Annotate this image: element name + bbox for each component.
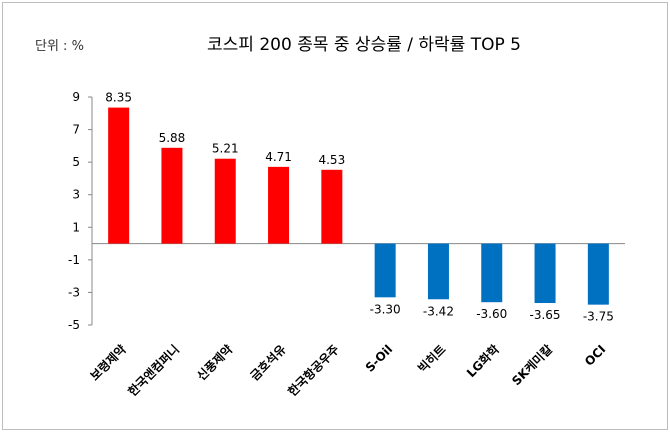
y-tick-label: 1 xyxy=(72,220,80,234)
bar xyxy=(268,166,290,244)
x-tick-label: SK케미칼 xyxy=(508,342,555,389)
y-tick-label: -5 xyxy=(68,318,80,332)
data-label: 4.71 xyxy=(265,150,292,164)
bar xyxy=(534,243,556,304)
data-label: -3.60 xyxy=(476,307,507,321)
bar xyxy=(587,243,609,305)
x-tick-label: OCI xyxy=(582,342,609,369)
bar xyxy=(427,243,449,300)
bar xyxy=(108,107,130,244)
x-tick-label: 신풍제약 xyxy=(194,342,236,384)
data-label: -3.42 xyxy=(423,304,454,318)
bar xyxy=(321,169,343,244)
y-tick-label: 7 xyxy=(72,123,80,137)
y-tick-label: 5 xyxy=(72,155,80,169)
data-label: 5.88 xyxy=(159,131,186,145)
chart-title: 코스피 200 종목 중 상승률 / 하락률 TOP 5 xyxy=(207,35,521,55)
unit-label: 단위 : % xyxy=(35,39,84,54)
bar xyxy=(481,243,503,303)
data-label: 5.21 xyxy=(212,142,239,156)
data-label: -3.65 xyxy=(530,308,561,322)
x-tick-label: 보령제약 xyxy=(87,342,129,384)
x-tick-label: 한국앤컴퍼니 xyxy=(125,342,182,399)
data-label: 4.53 xyxy=(318,153,345,167)
data-label: -3.30 xyxy=(370,302,401,316)
bar xyxy=(214,158,236,244)
x-tick-label: 금호석유 xyxy=(248,342,289,383)
data-label: -3.75 xyxy=(583,310,614,324)
x-tick-label: S-Oil xyxy=(363,342,396,375)
x-tick-label: 빅히트 xyxy=(415,342,449,376)
y-tick-label: 9 xyxy=(72,90,80,104)
data-label: 8.35 xyxy=(105,91,132,105)
bar xyxy=(374,243,396,298)
y-tick-label: -1 xyxy=(68,253,80,267)
x-tick-label: 한국항공우주 xyxy=(285,342,342,399)
bar xyxy=(161,147,183,244)
x-tick-label: LG화학 xyxy=(463,342,502,381)
y-tick-label: 3 xyxy=(72,188,80,202)
y-tick-label: -3 xyxy=(68,285,80,299)
